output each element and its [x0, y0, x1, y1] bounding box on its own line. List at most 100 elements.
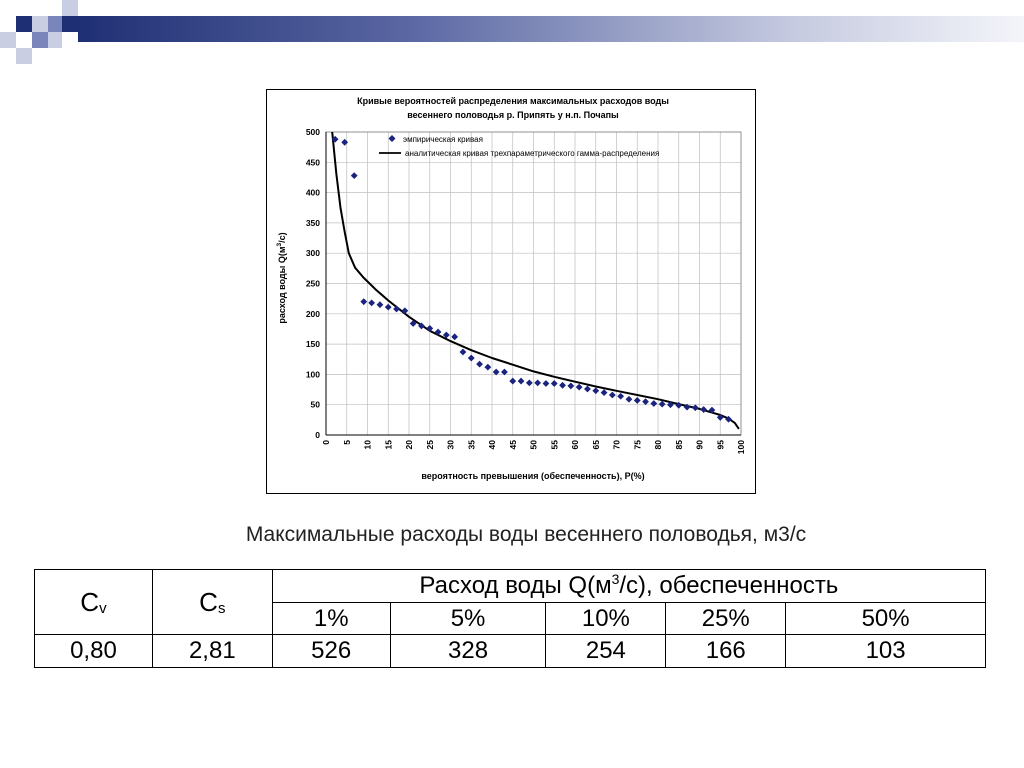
y-tick-label: 300: [306, 248, 320, 258]
x-tick-label: 25: [425, 440, 435, 450]
cv-value: 0,80: [34, 634, 153, 668]
y-tick-label: 50: [311, 400, 321, 410]
empirical-point: [550, 380, 558, 387]
value-cell: 166: [665, 634, 787, 668]
y-tick-label: 450: [306, 157, 320, 167]
x-tick-label: 100: [736, 440, 746, 454]
decor-square: [32, 16, 48, 32]
y-tick-label: 100: [306, 369, 320, 379]
empirical-point: [376, 301, 384, 309]
empirical-point: [484, 363, 492, 371]
tick-layer: 0 50 100 150 200 250 300 350 400 450 500 0 5 10 15 20 25…: [306, 127, 746, 454]
value-cell: 103: [785, 634, 986, 668]
empirical-point: [459, 348, 467, 356]
x-tick-label: 45: [508, 440, 518, 450]
table-row: 1% 5% 10% 25% 50%: [35, 602, 986, 635]
discharge-header-b: /с), обеспеченность: [619, 572, 839, 599]
empirical-point: [584, 385, 591, 393]
empirical-point: [434, 328, 442, 336]
discharge-header-sup: 3: [611, 571, 620, 587]
decor-square: [62, 0, 78, 16]
empirical-point: [492, 368, 500, 376]
cv-header: Cv: [34, 569, 153, 635]
decor-square: [16, 16, 32, 32]
empirical-point: [501, 368, 508, 376]
x-axis-label: вероятность превышения (обеспеченность),…: [421, 471, 644, 481]
x-tick-label: 40: [487, 440, 497, 450]
empirical-point: [608, 391, 616, 399]
x-tick-label: 20: [404, 440, 414, 450]
y-tick-label: 250: [306, 279, 320, 289]
empirical-point: [658, 400, 666, 408]
empirical-point: [467, 354, 475, 362]
percent-cell: 1%: [271, 602, 391, 635]
y-tick-label: 0: [315, 430, 320, 440]
empirical-point: [393, 305, 400, 313]
x-tick-label: 35: [466, 440, 476, 450]
legend-label-analytic: аналитическая кривая трехпараметрическог…: [405, 149, 659, 158]
y-tick-label: 500: [306, 127, 320, 137]
percent-cell: 5%: [389, 602, 547, 635]
x-tick-label: 0: [321, 440, 331, 445]
empirical-point: [691, 404, 699, 412]
table-row: Cv Cs Расход воды Q(м3/с), обеспеченност…: [34, 569, 987, 635]
cv-main: C: [80, 586, 100, 617]
empirical-point: [451, 333, 459, 341]
x-tick-label: 65: [591, 440, 601, 450]
x-tick-label: 10: [363, 440, 373, 450]
y-tick-label: 350: [306, 218, 320, 228]
cs-sub: s: [217, 599, 226, 617]
empirical-point: [617, 392, 625, 400]
x-tick-label: 50: [529, 440, 539, 450]
empirical-point: [716, 414, 724, 421]
empirical-point: [368, 299, 376, 307]
empirical-point: [517, 377, 525, 385]
discharge-table: Cv Cs Расход воды Q(м3/с), обеспеченност…: [34, 569, 987, 668]
x-tick-label: 90: [695, 440, 705, 450]
empirical-point: [633, 397, 641, 404]
empirical-point: [700, 406, 708, 413]
decor-square: [48, 16, 62, 32]
y-axis-label-end: /с): [277, 232, 287, 243]
discharge-header: Расход воды Q(м3/с), обеспеченность: [271, 569, 987, 603]
empirical-point: [409, 320, 417, 327]
empirical-point: [426, 324, 434, 332]
x-tick-label: 80: [653, 440, 663, 450]
empirical-point: [559, 381, 566, 389]
decor-square: [16, 48, 32, 64]
empirical-point: [384, 303, 392, 311]
empirical-point: [542, 380, 550, 387]
legend-marker-empirical: [388, 135, 396, 142]
x-tick-label: 30: [446, 440, 456, 450]
value-cell: 328: [389, 634, 547, 668]
x-tick-label: 60: [570, 440, 580, 450]
chart-title-line1: Кривые вероятностей распределения максим…: [357, 96, 669, 106]
y-tick-label: 150: [306, 339, 320, 349]
cv-sub: v: [99, 599, 107, 617]
empirical-point: [642, 398, 649, 406]
x-tick-label: 95: [715, 440, 725, 450]
empirical-point: [476, 360, 483, 368]
x-tick-label: 75: [632, 440, 642, 450]
empirical-point: [667, 401, 674, 409]
empirical-point: [592, 387, 600, 395]
grid-layer: [325, 131, 742, 436]
empirical-point: [360, 298, 368, 306]
decor-square: [0, 32, 16, 48]
empirical-point: [442, 331, 450, 339]
empirical-point: [650, 400, 658, 407]
x-tick-label: 15: [383, 440, 393, 450]
x-tick-label: 5: [342, 440, 352, 445]
x-tick-label: 85: [674, 440, 684, 450]
decor-square: [48, 32, 62, 48]
discharge-header-a: Расход воды Q(м: [419, 572, 612, 599]
cs-header: Cs: [151, 569, 273, 635]
analytic-curve-line: [331, 131, 740, 430]
y-tick-label: 200: [306, 309, 320, 319]
cs-value: 2,81: [151, 634, 273, 668]
empirical-point: [350, 172, 358, 180]
empirical-point: [418, 322, 425, 330]
empirical-point: [401, 307, 409, 315]
decor-square: [32, 32, 48, 48]
